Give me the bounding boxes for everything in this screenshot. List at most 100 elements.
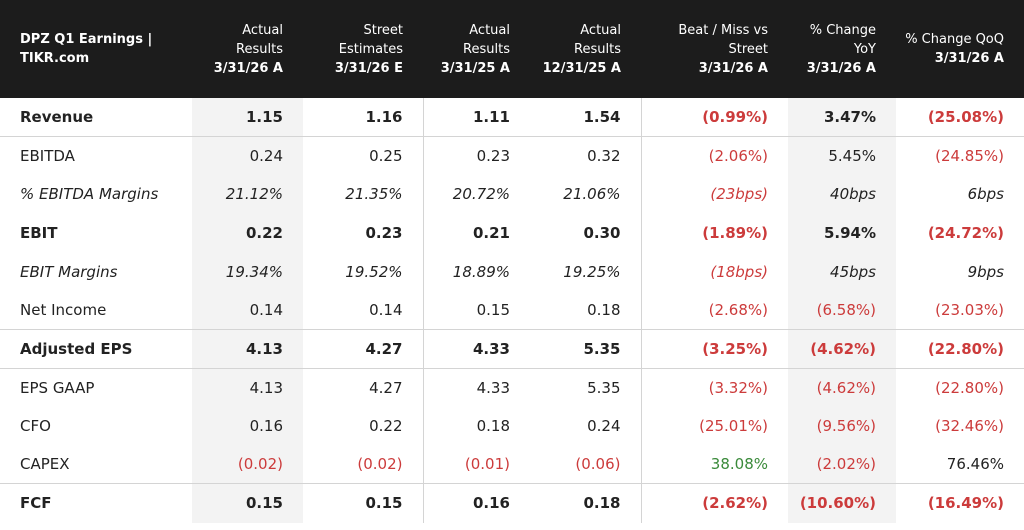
column-header-label: Street Estimates	[338, 22, 403, 57]
table-header-row: DPZ Q1 Earnings | TIKR.com Actual Result…	[0, 0, 1024, 98]
table-cell: 21.35%	[345, 185, 403, 204]
table-cell: (23.03%)	[935, 301, 1004, 320]
table-cell: (2.06%)	[640, 136, 788, 176]
table-cell: 0.25	[303, 136, 423, 176]
table-cell: (2.68%)	[640, 290, 788, 330]
row-label: Adjusted EPS	[0, 329, 192, 369]
table-cell: (24.72%)	[927, 224, 1004, 243]
table-row: Revenue 1.15 1.16 1.11 1.54 (0.99%) 3.47…	[0, 98, 1024, 137]
table-cell: 0.14	[369, 301, 403, 320]
table-cell: 4.13	[192, 367, 303, 407]
table-row: CAPEX (0.02) (0.02) (0.01) (0.06) 38.08%…	[0, 445, 1024, 484]
column-header-label: Actual Results	[236, 22, 283, 57]
row-label: Revenue	[20, 108, 94, 127]
table-cell: 0.21	[422, 213, 530, 253]
table-cell: 18.89%	[422, 252, 530, 291]
column-header-label: % Change YoY	[809, 22, 876, 57]
table-cell: 0.15	[422, 290, 530, 330]
table-cell: (3.32%)	[640, 367, 788, 407]
table-row: FCF 0.15 0.15 0.16 0.18 (2.62%) (10.60%)…	[0, 483, 1024, 523]
table-cell: 76.46%	[946, 455, 1004, 474]
table-cell: 5.94%	[788, 213, 896, 253]
table-cell: 19.25%	[563, 262, 621, 281]
column-header-date: 3/31/26 E	[334, 60, 403, 76]
table-row: Net Income 0.14 0.14 0.15 0.18 (2.68%) (…	[0, 290, 1024, 330]
table-cell: 4.13	[192, 329, 303, 369]
row-label: EBIT	[20, 224, 58, 243]
column-header-date: 12/31/25 A	[542, 60, 621, 76]
row-label: Net Income	[20, 301, 107, 320]
table-cell: 5.35	[530, 329, 641, 369]
table-cell: (16.49%)	[896, 483, 1024, 523]
table-cell: 0.14	[192, 290, 303, 330]
table-cell: 9bps	[967, 262, 1004, 281]
table-cell: (3.25%)	[640, 329, 788, 369]
table-row: % EBITDA Margins 21.12% 21.35% 20.72% 21…	[0, 175, 1024, 214]
table-cell: (18bps)	[640, 252, 788, 291]
table-cell: 40bps	[788, 175, 896, 214]
table-cell: 0.23	[365, 224, 403, 243]
column-header-date: 3/31/26 A	[806, 60, 876, 76]
table-cell: (2.02%)	[788, 445, 896, 484]
table-cell: (6.58%)	[788, 290, 896, 330]
table-cell: 0.22	[369, 417, 403, 436]
column-header-label: Actual Results	[574, 22, 621, 57]
table-cell: (25.01%)	[640, 406, 788, 446]
table-row: EBIT 0.22 0.23 0.21 0.30 (1.89%) 5.94% (…	[0, 213, 1024, 253]
row-label: EBITDA	[0, 136, 192, 176]
table-row: CFO 0.16 0.22 0.18 0.24 (25.01%) (9.56%)…	[0, 406, 1024, 446]
column-header: Street Estimates 3/31/26 E	[303, 0, 423, 98]
column-header-date: 3/31/25 A	[440, 60, 510, 76]
table-cell: (0.02)	[192, 445, 303, 484]
table-cell: 0.18	[422, 406, 530, 446]
table-cell: 20.72%	[422, 175, 530, 214]
column-header: % Change YoY 3/31/26 A	[788, 0, 896, 98]
table-cell: 5.45%	[788, 136, 896, 176]
table-cell: 4.27	[303, 367, 423, 407]
table-cell: 1.16	[365, 108, 403, 127]
table-row: EBITDA 0.24 0.25 0.23 0.32 (2.06%) 5.45%…	[0, 136, 1024, 176]
row-label: CAPEX	[20, 455, 70, 474]
table-cell: 38.08%	[640, 445, 788, 484]
table-cell: 0.30	[583, 224, 621, 243]
table-cell: (25.08%)	[927, 108, 1004, 127]
column-header: Actual Results 12/31/25 A	[530, 0, 641, 98]
table-row: EBIT Margins 19.34% 19.52% 18.89% 19.25%…	[0, 252, 1024, 291]
column-header-label: Beat / Miss vs Street	[678, 22, 768, 57]
table-cell: 0.16	[192, 406, 303, 446]
column-header-label: % Change QoQ	[905, 32, 1004, 47]
column-header-date: 3/31/26 A	[698, 60, 768, 76]
table-cell: (4.62%)	[788, 367, 896, 407]
table-cell: 4.33	[422, 367, 530, 407]
table-cell: 19.34%	[192, 252, 303, 291]
table-cell: (4.62%)	[788, 329, 896, 369]
column-header: Actual Results 3/31/25 A	[423, 0, 530, 98]
table-cell: (0.99%)	[640, 98, 788, 137]
table-cell: (22.80%)	[896, 367, 1024, 407]
column-header: Actual Results 3/31/26 A	[192, 0, 303, 98]
table-cell: (1.89%)	[640, 213, 788, 253]
table-row: Adjusted EPS 4.13 4.27 4.33 5.35 (3.25%)…	[0, 329, 1024, 369]
table-cell: (32.46%)	[935, 417, 1004, 436]
row-label: FCF	[0, 483, 192, 523]
table-cell: 0.18	[530, 483, 641, 523]
table-cell: 1.15	[192, 98, 303, 137]
table-cell: 4.27	[303, 329, 423, 369]
table-cell: 0.15	[303, 483, 423, 523]
table-cell: (2.62%)	[640, 483, 788, 523]
column-header: Beat / Miss vs Street 3/31/26 A	[641, 0, 788, 98]
table-cell: (0.01)	[422, 445, 530, 484]
row-label: CFO	[20, 417, 51, 436]
table-cell: 0.24	[192, 136, 303, 176]
column-header: % Change QoQ 3/31/26 A	[896, 0, 1024, 98]
table-title: DPZ Q1 Earnings | TIKR.com	[0, 0, 192, 98]
table-cell: (23bps)	[640, 175, 788, 214]
table-cell: 0.16	[422, 483, 530, 523]
table-cell: (9.56%)	[788, 406, 896, 446]
column-header-label: Actual Results	[463, 22, 510, 57]
table-cell: 0.18	[587, 301, 621, 320]
table-cell: (10.60%)	[788, 483, 896, 523]
table-cell: 0.15	[192, 483, 303, 523]
table-cell: (0.02)	[357, 455, 403, 474]
